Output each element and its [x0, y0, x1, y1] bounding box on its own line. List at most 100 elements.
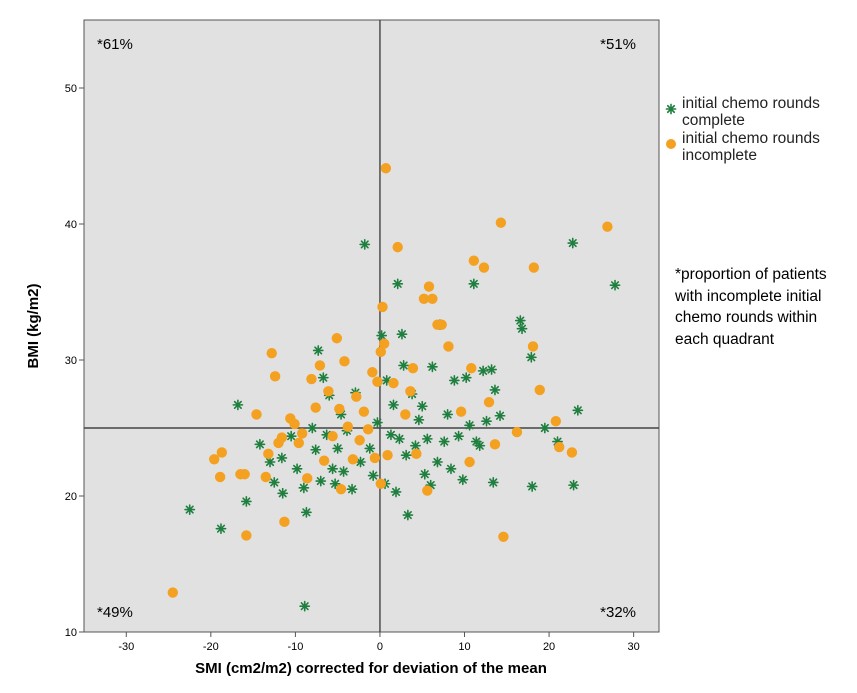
data-point-incomplete — [382, 450, 393, 461]
data-point-complete — [329, 478, 341, 490]
data-point-complete — [445, 463, 457, 475]
y-tick-label: 50 — [65, 83, 77, 95]
x-axis-title: SMI (cm2/m2) corrected for deviation of … — [195, 660, 547, 677]
data-point-incomplete — [334, 403, 345, 415]
y-tick-label: 30 — [65, 355, 77, 367]
data-point-complete — [372, 417, 383, 428]
data-point-complete — [442, 408, 454, 420]
data-point-incomplete — [314, 360, 326, 371]
data-point-complete — [516, 323, 528, 335]
data-point-incomplete — [407, 362, 419, 374]
data-point-incomplete — [209, 454, 220, 465]
data-point-complete — [410, 440, 421, 452]
data-point-incomplete — [498, 531, 509, 542]
data-point-incomplete — [400, 409, 411, 420]
x-tick-label: 10 — [458, 641, 470, 653]
data-point-complete — [312, 345, 324, 356]
data-point-complete — [400, 449, 412, 461]
data-point-incomplete — [260, 471, 272, 483]
data-point-incomplete — [306, 373, 317, 385]
data-point-incomplete — [411, 448, 422, 460]
data-point-incomplete — [279, 516, 290, 528]
quadrant-label-bottom-right: *32% — [600, 604, 636, 621]
data-point-incomplete — [443, 341, 454, 352]
data-point-complete — [390, 486, 402, 498]
data-point-incomplete — [269, 371, 281, 382]
data-point-incomplete — [566, 447, 578, 458]
data-point-complete — [402, 509, 414, 521]
data-point-incomplete — [239, 469, 250, 480]
data-point-incomplete — [388, 377, 399, 389]
data-point-incomplete — [602, 221, 613, 232]
data-point-complete — [486, 364, 497, 375]
data-point-incomplete — [466, 362, 477, 374]
data-point-incomplete — [392, 241, 403, 253]
data-point-incomplete — [266, 348, 277, 359]
data-point-complete — [413, 414, 425, 426]
data-point-incomplete — [436, 319, 447, 330]
data-point-incomplete — [351, 391, 362, 402]
data-point-complete — [396, 328, 408, 340]
data-point-incomplete — [423, 281, 435, 292]
legend-item-incomplete: initial chemo rounds incomplete — [664, 130, 857, 164]
data-point-incomplete — [293, 437, 304, 449]
data-point-complete — [254, 438, 266, 450]
y-tick-label: 10 — [65, 627, 77, 639]
data-point-complete — [453, 430, 464, 442]
x-tick-label: -30 — [118, 641, 134, 653]
data-point-incomplete — [375, 478, 387, 489]
quadrant-label-bottom-left: *49% — [97, 604, 133, 621]
data-point-incomplete — [362, 424, 374, 435]
quadrant-label-top-right: *51% — [600, 36, 636, 53]
x-tick-label: 20 — [543, 641, 555, 653]
data-point-complete — [277, 487, 289, 499]
data-point-incomplete — [489, 439, 501, 450]
data-point-complete — [398, 360, 410, 371]
data-point-incomplete — [214, 471, 226, 483]
data-point-complete — [419, 468, 431, 480]
quadrant-annotation: *proportion of patients with incomplete … — [675, 266, 827, 348]
data-point-incomplete — [241, 530, 252, 541]
data-point-complete — [359, 239, 371, 250]
y-tick-label: 40 — [65, 219, 77, 231]
data-point-incomplete — [418, 293, 430, 304]
data-point-incomplete — [427, 293, 438, 304]
data-point-complete — [264, 456, 276, 468]
data-point-incomplete — [483, 396, 495, 408]
data-point-complete — [487, 476, 499, 488]
data-point-incomplete — [347, 454, 359, 465]
data-point-incomplete — [495, 217, 507, 228]
data-point-incomplete — [327, 430, 338, 442]
data-point-complete — [494, 410, 506, 422]
data-point-incomplete — [380, 163, 392, 174]
data-point-complete — [609, 279, 621, 291]
green-star-icon — [664, 96, 682, 120]
data-point-complete — [474, 440, 486, 452]
data-point-complete — [567, 237, 579, 249]
data-point-incomplete — [339, 356, 350, 367]
data-point-complete — [385, 429, 397, 441]
legend-label-complete: initial chemo rounds complete — [682, 95, 820, 129]
data-point-incomplete — [528, 262, 540, 273]
data-point-incomplete — [550, 416, 562, 427]
data-point-incomplete — [263, 448, 274, 460]
data-point-incomplete — [554, 441, 565, 453]
data-point-incomplete — [534, 384, 545, 396]
x-tick-label: 0 — [377, 641, 383, 653]
data-point-incomplete — [375, 346, 387, 358]
data-point-complete — [364, 442, 376, 454]
legend: initial chemo rounds complete initial ch… — [664, 95, 857, 166]
data-point-complete — [299, 600, 311, 612]
data-point-incomplete — [367, 367, 378, 378]
data-point-complete — [315, 475, 327, 487]
quadrant-label-top-left: *61% — [97, 36, 133, 53]
data-point-complete — [438, 436, 450, 448]
data-point-incomplete — [527, 341, 539, 352]
data-point-complete — [572, 404, 584, 416]
data-point-incomplete — [302, 473, 313, 484]
data-point-complete — [327, 463, 339, 475]
data-point-incomplete — [378, 338, 390, 349]
data-point-complete — [298, 482, 310, 494]
data-point-incomplete — [354, 435, 365, 446]
data-point-complete — [394, 433, 405, 445]
